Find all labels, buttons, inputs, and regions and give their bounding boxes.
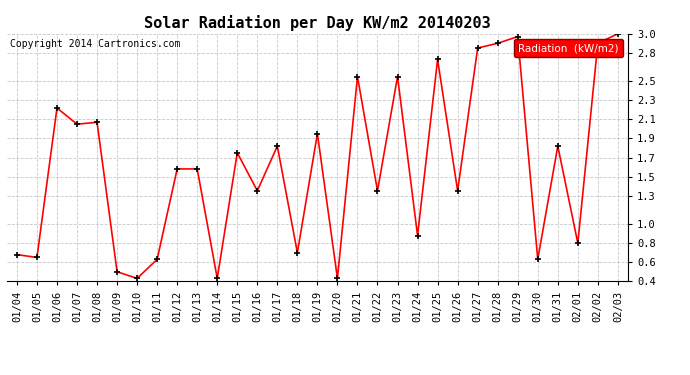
Text: Copyright 2014 Cartronics.com: Copyright 2014 Cartronics.com [10,39,180,49]
Title: Solar Radiation per Day KW/m2 20140203: Solar Radiation per Day KW/m2 20140203 [144,15,491,31]
Legend: Radiation  (kW/m2): Radiation (kW/m2) [514,39,622,57]
